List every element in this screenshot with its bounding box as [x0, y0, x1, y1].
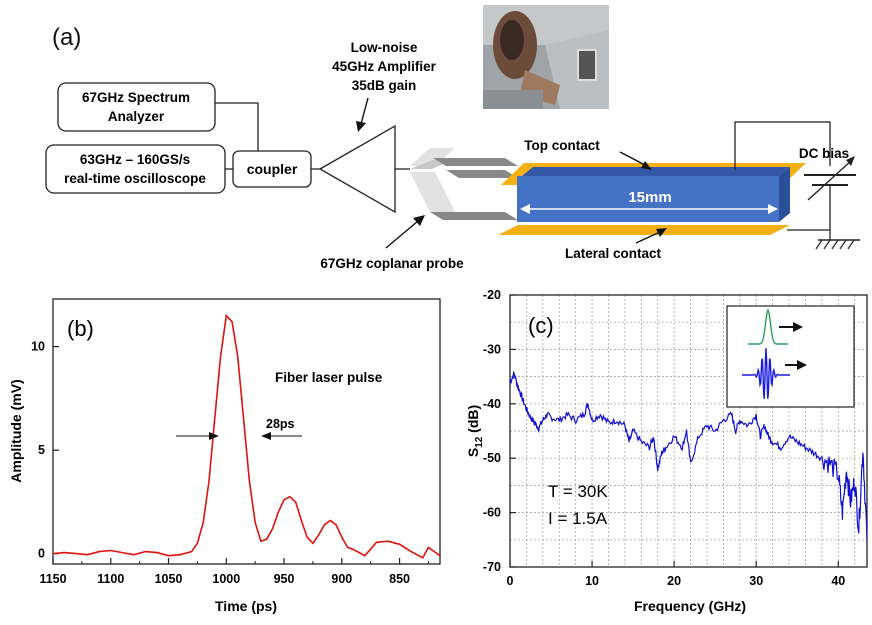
inset-gaussian-pulse: [748, 307, 788, 345]
chart-b-xtick-label: 950: [274, 572, 295, 586]
chart-c-ylabel: S12 (dB): [465, 405, 485, 457]
chart-c-xlabel: Frequency (GHz): [634, 598, 746, 614]
spectrum-analyzer-box: [57, 82, 216, 132]
panel-label-a: (a): [52, 24, 81, 51]
inset-wavelet-pulse: [742, 347, 790, 399]
amplifier-triangle: [318, 124, 396, 214]
chart-c-series-line: [509, 370, 868, 540]
chart-c: 0 10 20 30 40-20-30-40-50-60-70 (c) T = 30K …: [465, 288, 868, 614]
lateral-contact-label: Lateral contact: [565, 246, 662, 261]
chart-c-ticks: 0 10 20 30 40 -20 -30 -40 -50 -60 -70: [483, 288, 845, 588]
bias-wire-top: [734, 121, 831, 170]
chart-b-xtick-label: 900: [331, 572, 352, 586]
chart-b: 1150 1100 1050 1000 950 900 850 0 5 10 (b) Fiber …: [8, 298, 441, 614]
amp-arrow-line: [360, 97, 369, 125]
probe-photo: [483, 5, 609, 109]
chart-c-inset: [726, 305, 855, 408]
chart-c-annot-current: I = 1.5A: [548, 509, 608, 528]
chart-b-ylabel: Amplitude (mV): [8, 379, 24, 482]
coplanar-probe: [410, 148, 518, 220]
chart-c-xtick-label: 30: [749, 574, 763, 588]
waveguide-side: [779, 167, 790, 222]
length-label: 15mm: [628, 189, 671, 206]
amp-label-1: Low-noise: [351, 40, 418, 55]
chart-c-xtick-label: 20: [667, 574, 681, 588]
chart-b-ytick-label: 0: [38, 547, 45, 561]
probe-label: 67GHz coplanar probe: [320, 256, 464, 271]
chart-b-xtick-label: 1100: [97, 572, 124, 586]
chart-c-annot-temp: T = 30K: [548, 482, 608, 501]
analyzer-wire: [215, 102, 259, 151]
coupler-label: coupler: [247, 161, 298, 177]
lateral-contact: [498, 225, 790, 235]
spectrum-analyzer-label-2: Analyzer: [108, 109, 165, 124]
chart-c-ytick-label: -70: [483, 560, 501, 574]
chart-b-xtick-label: 1150: [39, 572, 66, 586]
chart-b-xtick-label: 850: [389, 572, 410, 586]
amp-label-2: 45GHz Amplifier: [332, 59, 437, 74]
chart-b-ytick-label: 5: [38, 443, 45, 457]
chart-b-ticks: 1150 1100 1050 1000 950 900 850 0 5 10: [31, 340, 429, 586]
chart-c-ytick-label: -50: [483, 451, 501, 465]
inset-arrow-2-head: [797, 360, 807, 370]
chart-c-xtick-label: 0: [507, 574, 514, 588]
length-arrow-left: [520, 204, 530, 214]
spectrum-analyzer-label: 67GHz Spectrum: [82, 90, 190, 105]
chart-c-xtick-label: 40: [831, 574, 845, 588]
panel-label-b: (b): [67, 316, 94, 341]
inset-frame: [726, 305, 855, 408]
lateral-contact-arrow: [635, 231, 661, 244]
chart-b-annotation: Fiber laser pulse: [275, 370, 383, 385]
oscilloscope-label-2: real-time oscilloscope: [64, 171, 206, 186]
dc-bias-label: DC bias: [799, 146, 849, 161]
probe-arrow-head: [413, 215, 425, 226]
panel-label-c: (c): [528, 313, 554, 338]
chart-b-xtick-label: 1050: [155, 572, 183, 586]
setup-diagram: (a) 67GHz Spectrum Analyzer 63GHz – 160G…: [45, 5, 860, 271]
amp-label-3: 35dB gain: [352, 78, 417, 93]
chart-b-frame: [52, 298, 441, 565]
chart-c-ytick-label: -20: [483, 288, 501, 302]
bias-variable-head: [846, 156, 855, 166]
chart-c-xtick-label: 10: [585, 574, 599, 588]
chart-b-series-line: [52, 313, 441, 559]
chart-c-ytick-label: -30: [483, 342, 501, 356]
length-arrow-right: [768, 204, 778, 214]
chart-b-xlabel: Time (ps): [215, 598, 277, 614]
waveguide-top: [522, 167, 790, 176]
ground-hatch: [815, 239, 855, 250]
chart-b-xtick-label: 1000: [212, 572, 240, 586]
chart-c-ytick-label: -40: [483, 397, 501, 411]
chart-c-ytick-label: -60: [483, 506, 501, 520]
top-contact-arrow-head: [641, 161, 652, 170]
amp-arrow-head: [356, 121, 366, 132]
inset-arrow-1-head: [793, 322, 803, 332]
fwhm-label: 28ps: [266, 417, 295, 431]
lateral-contact-arrow-head: [656, 228, 667, 237]
fwhm-arrow-right-head: [261, 432, 271, 440]
chart-c-frame: [509, 294, 868, 568]
top-contact-arrow: [619, 151, 646, 166]
waveguide-body: [517, 176, 779, 222]
oscilloscope-label-1: 63GHz – 160GS/s: [80, 152, 190, 167]
bias-variable: [807, 159, 853, 201]
top-contact-label: Top contact: [524, 138, 600, 153]
chart-b-ytick-label: 10: [31, 340, 45, 354]
fwhm-arrow-left-head: [209, 432, 219, 440]
probe-arrow: [385, 220, 419, 249]
